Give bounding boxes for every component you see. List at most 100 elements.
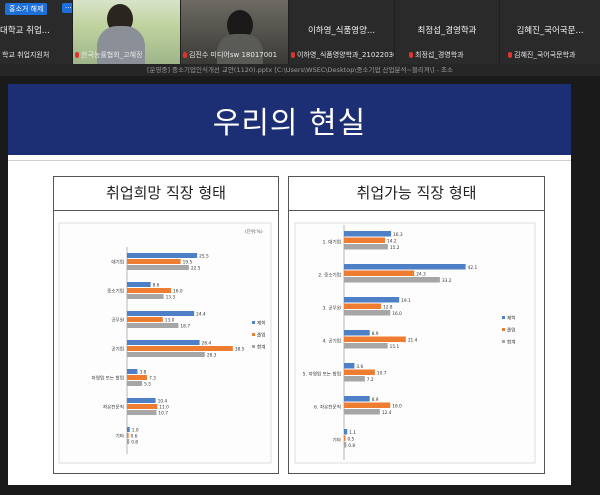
- data-label: 11.0: [159, 405, 169, 411]
- participant-tile[interactable]: 최정섭_경영학과 최정섭_경영학과: [395, 0, 499, 64]
- bar: [344, 396, 370, 402]
- data-label: 7.3: [149, 376, 156, 382]
- data-label: 13.3: [166, 295, 176, 301]
- data-label: 19.1: [401, 298, 411, 304]
- bar: [344, 277, 440, 283]
- participant-label: 최정섭_경영학과: [409, 50, 464, 60]
- category-label: 2. 중소기업: [318, 272, 341, 279]
- bar: [344, 244, 388, 250]
- data-label: 19.5: [183, 260, 193, 266]
- data-label: 38.5: [235, 347, 245, 353]
- participant-label: 한국능률협회_고혜정: [75, 50, 142, 60]
- bar: [127, 282, 151, 287]
- data-label: 3.8: [139, 370, 146, 376]
- mic-muted-icon: [75, 52, 79, 58]
- bar: [127, 259, 181, 264]
- data-label: 7.2: [367, 377, 374, 383]
- chart-panel-right: 취업가능 직장 형태 1. 대기업 16.3 14.2 15.2 2. 중소기업 42.1…: [288, 176, 545, 474]
- participant-tile[interactable]: 이하영_식품영양... 이하영_식품영양학과_21022030: [289, 0, 394, 64]
- bar: [127, 265, 189, 270]
- category-label: 4. 공기업: [322, 338, 341, 345]
- data-label: 14.2: [387, 239, 397, 245]
- data-label: 15.2: [390, 245, 400, 251]
- bar: [127, 340, 200, 345]
- data-label: 10.4: [158, 399, 168, 405]
- participant-name: 최정섭_경영학과: [417, 26, 477, 36]
- data-label: 0.5: [347, 437, 354, 443]
- legend-label: 합계: [257, 344, 265, 351]
- bar: [344, 330, 370, 336]
- data-label: 0.6: [131, 434, 138, 440]
- bar: [344, 270, 415, 276]
- data-label: 8.9: [372, 397, 379, 403]
- data-label: 10.7: [158, 411, 168, 417]
- bar: [127, 352, 205, 357]
- chart-unit-label: (단위:%): [245, 228, 263, 235]
- data-label: 8.6: [153, 283, 160, 289]
- data-label: 25.5: [199, 254, 209, 260]
- bar: [344, 409, 380, 415]
- participant-video[interactable]: 김진수 미디어sw 18017001: [181, 0, 288, 64]
- bar: [127, 369, 138, 374]
- category-label: 3. 공무원: [322, 305, 341, 312]
- data-label: 0.8: [348, 443, 355, 449]
- mic-muted-icon: [183, 52, 187, 58]
- participant-tile[interactable]: 김혜진_국어국문... 김혜진_국어국문학과: [500, 0, 600, 64]
- participant-strip: 대학교 취업... 학교 취업지원처 홍소거 해제 ··· 한국능률협회_고혜정…: [0, 0, 600, 64]
- category-label: 기타: [116, 433, 125, 440]
- bar: [344, 237, 386, 243]
- data-label: 10.7: [377, 371, 387, 377]
- slide-banner: 우리의 현실: [8, 84, 571, 155]
- participant-video[interactable]: 한국능률협회_고혜정: [73, 0, 180, 64]
- data-label: 1.0: [132, 428, 139, 434]
- bar: [127, 294, 164, 299]
- slide-title: 우리의 현실: [212, 106, 367, 141]
- bar: [344, 343, 388, 349]
- bar: [344, 303, 381, 309]
- mic-muted-icon: [291, 52, 295, 58]
- bar: [127, 427, 130, 432]
- participant-label: 학교 취업지원처: [2, 51, 50, 59]
- data-label: 33.2: [442, 278, 452, 284]
- participant-name: 이하영_식품영양...: [307, 26, 376, 36]
- participant-label: 김혜진_국어국문학과: [508, 50, 575, 60]
- bar: [344, 264, 466, 270]
- bar-chart-right: 1. 대기업 16.314.215.2 2. 중소기업 42.1 24.3 33.2 3. …: [294, 222, 536, 464]
- data-label: 0.8: [131, 440, 138, 446]
- bar: [127, 439, 130, 444]
- bar: [344, 442, 347, 448]
- bar: [344, 376, 365, 382]
- category-label: 6. 자유전문직: [314, 404, 341, 411]
- participant-tile[interactable]: 대학교 취업... 학교 취업지원처 홍소거 해제 ···: [0, 0, 72, 64]
- mic-muted-icon: [508, 52, 512, 58]
- data-label: 28.3: [207, 353, 217, 359]
- legend-swatch: [502, 340, 505, 343]
- bar: [127, 398, 156, 403]
- legend-swatch: [502, 316, 505, 319]
- bar: [344, 369, 375, 375]
- category-label: 1. 대기업: [322, 239, 341, 246]
- legend-swatch: [252, 321, 255, 324]
- bar: [344, 435, 346, 441]
- bar: [127, 253, 198, 258]
- category-label: 5. 자영업 또는 창업: [303, 371, 341, 378]
- bar: [344, 402, 391, 408]
- participant-label: 김진수 미디어sw 18017001: [183, 50, 277, 60]
- data-label: 18.7: [180, 324, 190, 330]
- legend-label: 졸업: [507, 327, 515, 334]
- legend-label: 합계: [507, 339, 515, 346]
- legend-swatch: [502, 328, 505, 331]
- bar: [344, 297, 400, 303]
- bar: [127, 288, 171, 293]
- data-label: 13.0: [165, 318, 175, 324]
- unmute-button[interactable]: 홍소거 해제: [5, 3, 48, 15]
- divider: [8, 160, 571, 161]
- legend-swatch: [252, 345, 255, 348]
- participant-label: 이하영_식품영양학과_21022030: [291, 50, 394, 60]
- data-label: 16.0: [173, 289, 183, 295]
- chart-plot-panel: [294, 222, 536, 464]
- bar: [344, 429, 348, 435]
- legend-label: 졸업: [257, 332, 265, 339]
- window-title-bar: [운영중] 중소기업인식개선 교안(1120).pptx [C:\Users\W…: [0, 64, 600, 76]
- more-options-button[interactable]: ···: [62, 3, 72, 13]
